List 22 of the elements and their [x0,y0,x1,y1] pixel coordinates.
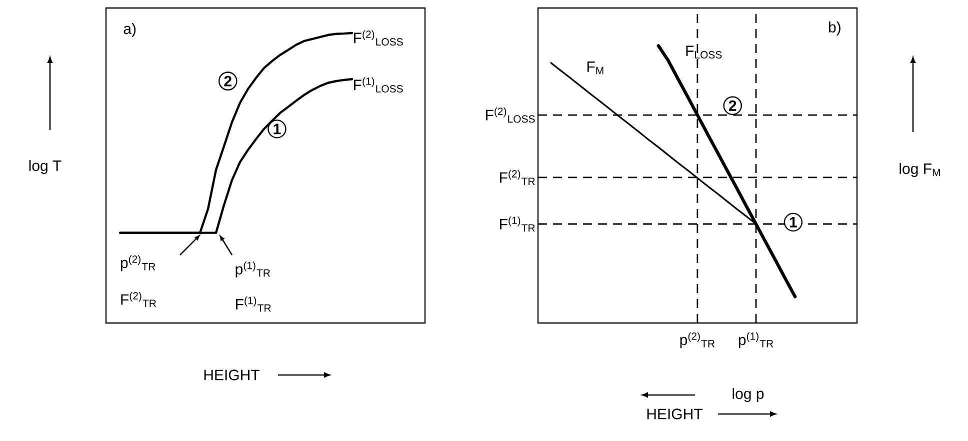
annotation: p$^{(2)}$TR [120,255,156,272]
annotation: a) [124,23,136,38]
ref-line-label: F$^{(2)}$TR [500,170,535,185]
series-label: 1 [274,124,281,134]
text: HEIGHT [647,408,702,420]
x-axis-title: log p [732,388,764,402]
annotation: p$^{(1)}$TR [236,261,270,278]
annotation: F$^{(1)}$TR [236,296,271,312]
series-label: F$_{LOSS}$ [686,46,722,58]
y-axis-title: log T [29,160,62,174]
series-label: F$_{M}$ [587,62,604,74]
annotation: F$^{(2)}$LOSS [354,30,403,46]
series-label: 2 [224,76,232,86]
annotation: F$^{(2)}$TR [121,292,156,307]
y-axis-title: log F$_{M}$ [900,163,940,177]
annotation: F$^{(1)}$LOSS [354,77,403,93]
ref-line-label: F$^{(2)}$LOSS [486,107,535,123]
ref-line-label: F$^{(1)}$TR [500,216,535,232]
x-axis-title: HEIGHT [204,370,260,380]
annotation: 1 [790,217,797,228]
annotation: 2 [728,100,736,111]
text: b) [828,21,840,36]
